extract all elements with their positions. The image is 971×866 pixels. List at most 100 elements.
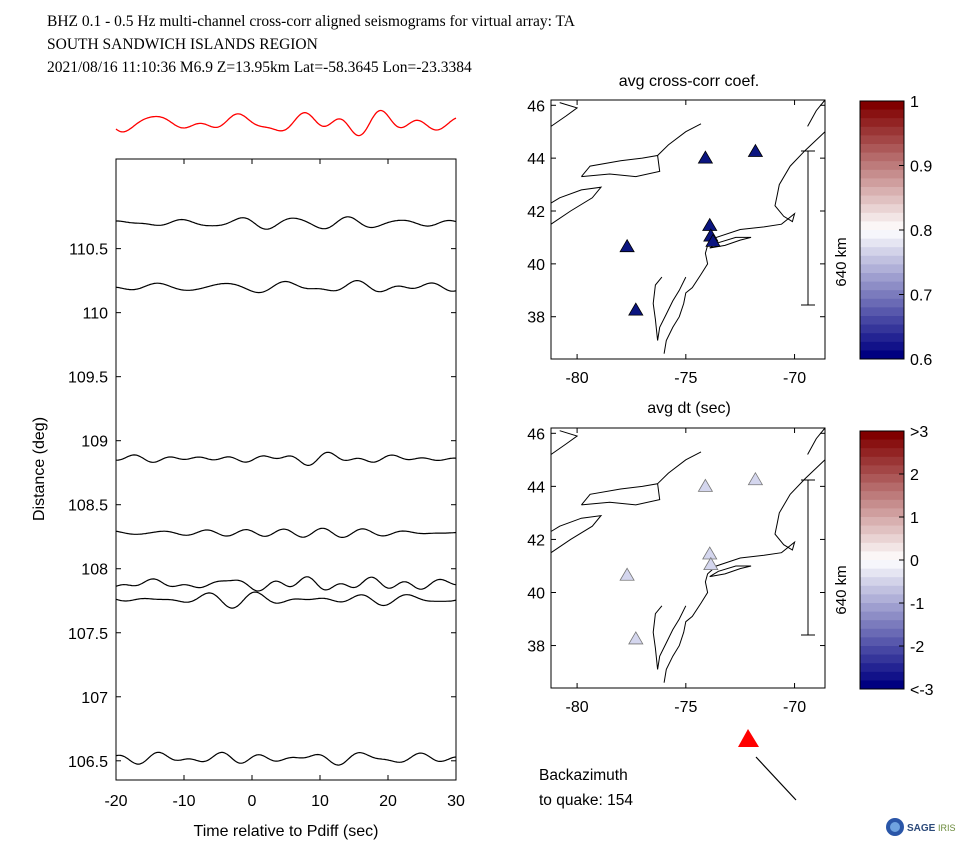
map-avg-dt-frame bbox=[550, 427, 826, 689]
colorbar-cell bbox=[860, 637, 904, 647]
colorbar-cell bbox=[860, 264, 904, 274]
colorbar-tick-label: <-3 bbox=[910, 682, 934, 699]
colorbar-cell bbox=[860, 178, 904, 188]
station-marker bbox=[702, 217, 718, 231]
seismogram-trace-3 bbox=[116, 451, 457, 466]
colorbar-cell bbox=[860, 499, 904, 509]
seismogram-x-label: Time relative to Pdiff (sec) bbox=[194, 823, 379, 840]
x-tick-label: 20 bbox=[379, 793, 397, 810]
colorbar-cell bbox=[860, 525, 904, 535]
scale-bar-label: 640 km bbox=[833, 565, 850, 614]
map-x-tick-label: -75 bbox=[674, 699, 697, 716]
colorbar-cell bbox=[860, 534, 904, 544]
map-y-tick-label: 38 bbox=[527, 310, 545, 327]
colorbar-tick-label: 0.6 bbox=[910, 352, 932, 369]
colorbar-cell bbox=[860, 611, 904, 621]
x-tick-label: -20 bbox=[104, 793, 127, 810]
colorbar-cell bbox=[860, 281, 904, 291]
colorbar-cell bbox=[860, 620, 904, 630]
colorbar-cell bbox=[860, 439, 904, 449]
colorbar-cell bbox=[860, 491, 904, 501]
x-tick-label: -10 bbox=[172, 793, 195, 810]
backazimuth-indicator: Backazimuth to quake: 154 bbox=[539, 729, 797, 809]
colorbar-cell bbox=[860, 350, 904, 360]
coastline bbox=[807, 427, 826, 455]
coastline bbox=[652, 605, 687, 670]
logo-subtext: IRIS bbox=[938, 823, 956, 833]
y-tick-label: 109 bbox=[81, 434, 108, 451]
map-y-tick-label: 38 bbox=[527, 639, 545, 656]
coastline bbox=[550, 514, 603, 554]
colorbar-cell bbox=[860, 585, 904, 595]
colorbar-tick-label: 0.9 bbox=[910, 159, 932, 176]
x-tick-label: 10 bbox=[311, 793, 329, 810]
y-tick-label: 109.5 bbox=[68, 370, 108, 387]
stack-trace-group bbox=[115, 109, 457, 137]
colorbar-cell bbox=[860, 144, 904, 154]
coastline bbox=[550, 102, 579, 127]
map-y-tick-label: 40 bbox=[527, 257, 545, 274]
y-tick-label: 107.5 bbox=[68, 626, 108, 643]
colorbar-cell bbox=[860, 204, 904, 214]
backazimuth-label: Backazimuth bbox=[539, 767, 628, 784]
colorbar-cell bbox=[860, 195, 904, 205]
station-marker bbox=[747, 471, 764, 486]
coastline bbox=[657, 123, 702, 156]
seismogram-plot-frame bbox=[115, 158, 457, 781]
coastline bbox=[652, 276, 687, 341]
sage-logo: SAGE IRIS bbox=[886, 818, 956, 836]
station-marker bbox=[697, 150, 714, 164]
station-marker bbox=[619, 238, 635, 253]
colorbar-cell bbox=[860, 517, 904, 527]
colorbar-cell bbox=[860, 161, 904, 171]
colorbar-cell bbox=[860, 238, 904, 248]
coastline bbox=[550, 430, 579, 455]
map-cross-corr-title: avg cross-corr coef. bbox=[619, 73, 759, 90]
colorbar-cell bbox=[860, 341, 904, 351]
coastline bbox=[581, 483, 661, 506]
seismogram-y-label: Distance (deg) bbox=[31, 417, 48, 521]
station-marker bbox=[702, 546, 718, 560]
station-marker bbox=[703, 556, 719, 571]
map-y-tick-label: 46 bbox=[527, 426, 545, 443]
colorbar-tick-label: 0.8 bbox=[910, 223, 932, 240]
map-x-tick-label: -70 bbox=[783, 370, 806, 387]
colorbar-avg-dt: >3 2 1 0 -1 -2 <-3 bbox=[859, 424, 934, 699]
colorbar-cell bbox=[860, 542, 904, 552]
map-y-tick-label: 42 bbox=[527, 532, 545, 549]
colorbar-cell bbox=[860, 568, 904, 578]
x-tick-label: 0 bbox=[248, 793, 257, 810]
colorbar-cell bbox=[860, 474, 904, 484]
colorbar-cell bbox=[860, 135, 904, 145]
map-y-tick-label: 44 bbox=[527, 479, 545, 496]
station-marker bbox=[619, 567, 635, 581]
colorbar-cell bbox=[860, 431, 904, 441]
colorbar-cell bbox=[860, 169, 904, 179]
colorbar-cross-corr: 1 0.9 0.8 0.7 0.6 bbox=[859, 94, 932, 369]
colorbar-cell bbox=[860, 101, 904, 111]
backazimuth-value: to quake: 154 bbox=[539, 792, 633, 809]
colorbar-tick-label: >3 bbox=[910, 424, 928, 441]
colorbar-cell bbox=[860, 118, 904, 128]
map-x-tick-label: -70 bbox=[783, 699, 806, 716]
colorbar-cell bbox=[860, 212, 904, 222]
colorbar-cell bbox=[860, 646, 904, 656]
colorbar-cell bbox=[860, 187, 904, 197]
colorbar-cell bbox=[860, 465, 904, 475]
map-avg-dt-title: avg dt (sec) bbox=[647, 400, 731, 417]
seismogram-trace-5 bbox=[115, 576, 457, 592]
colorbar-cell bbox=[860, 594, 904, 604]
colorbar-tick-label: 1 bbox=[910, 510, 919, 527]
colorbar-cell bbox=[860, 551, 904, 561]
map-cross-corr-frame bbox=[550, 99, 826, 360]
header-line-3: 2021/08/16 11:10:36 M6.9 Z=13.95km Lat=-… bbox=[47, 59, 472, 76]
y-tick-label: 107 bbox=[81, 690, 108, 707]
colorbar-cell bbox=[860, 255, 904, 265]
colorbar-tick-label: -1 bbox=[910, 596, 924, 613]
colorbar-cell bbox=[860, 221, 904, 231]
stack-trace bbox=[115, 109, 457, 137]
colorbar-cell bbox=[860, 324, 904, 334]
coastline bbox=[663, 459, 826, 683]
colorbar-cell bbox=[860, 126, 904, 136]
header-line-2: SOUTH SANDWICH ISLANDS REGION bbox=[47, 36, 318, 53]
